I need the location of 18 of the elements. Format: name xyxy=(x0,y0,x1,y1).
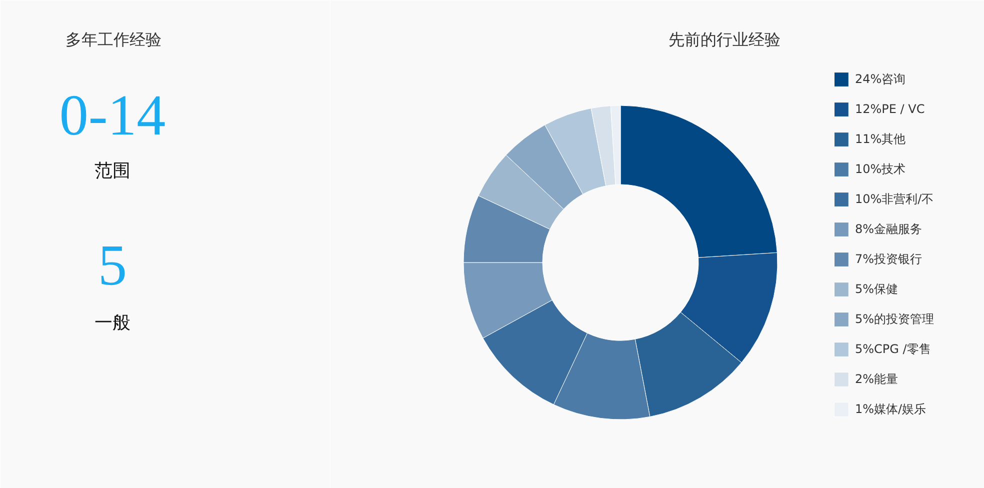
legend-label: 12%PE / VC xyxy=(854,101,925,118)
legend-label: 2%能量 xyxy=(854,370,898,388)
legend-label: 5%CPG /零售 xyxy=(854,340,931,358)
text: 多年工作经验 xyxy=(66,31,162,49)
legend-label: 8%金融服务 xyxy=(854,220,922,238)
text: 一般 xyxy=(94,312,130,332)
text: 范围 xyxy=(94,160,130,180)
chart-title: 先前的行业经验 xyxy=(668,31,780,49)
legend-label: 24%咨询 xyxy=(854,70,906,88)
text: 0-14 xyxy=(59,82,166,148)
legend-label: 11%其他 xyxy=(854,130,906,148)
legend-label: 1%媒体/娱乐 xyxy=(854,400,926,418)
legend-label: 10%非营利/不 xyxy=(854,190,934,208)
legend-label: 5%的投资管理 xyxy=(854,310,934,328)
legend-label: 5%保健 xyxy=(854,280,898,298)
text: 5 xyxy=(98,232,127,298)
legend-label: 10%技术 xyxy=(854,160,906,178)
legend-label: 7%投资银行 xyxy=(854,250,922,268)
